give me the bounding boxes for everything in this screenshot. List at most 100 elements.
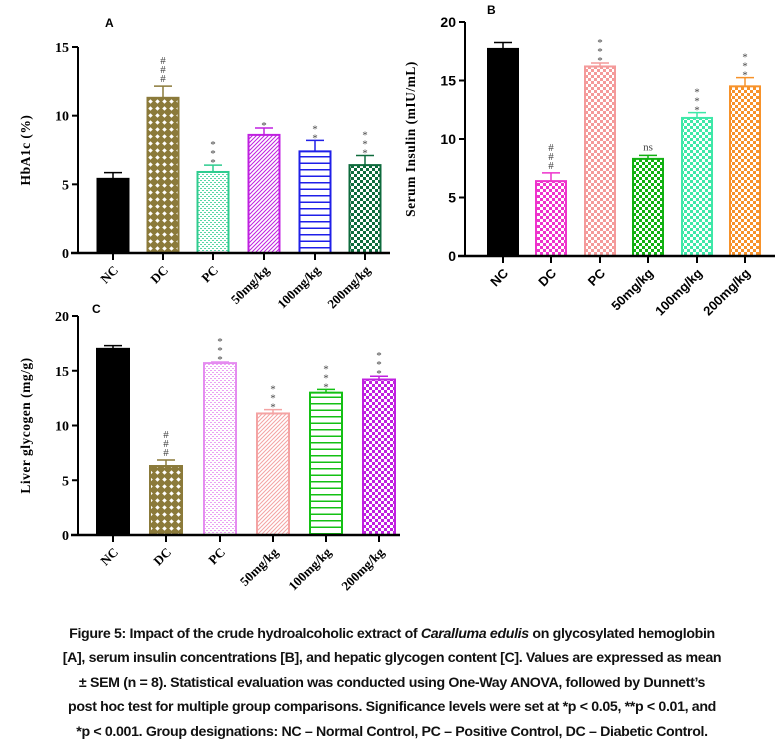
significance-marker: * [312, 123, 318, 135]
y-axis-label-a: HbA1c (%) [18, 115, 33, 186]
bar-pc [196, 170, 230, 254]
caption-prefix: Figure 5: Impact of the crude hydroalcoh… [69, 626, 421, 642]
significance-marker: * [694, 105, 700, 117]
significance-marker: # [160, 73, 166, 85]
bar-50mg-kg [256, 412, 290, 536]
x-tick-label: PC [198, 263, 221, 286]
bar-nc [96, 347, 130, 536]
y-tick-label: 15 [55, 365, 69, 380]
y-axis-label-c: Liver glycogen (mg/g) [18, 357, 33, 493]
significance-marker: * [210, 148, 216, 160]
x-tick-label: 50mg/kg [237, 544, 282, 589]
y-tick-label: 15 [55, 41, 69, 56]
x-tick-label: NC [487, 265, 511, 289]
significance-marker: * [323, 363, 329, 375]
significance-marker: * [270, 384, 276, 396]
bar-100mg-kg [298, 150, 332, 254]
significance-marker: # [163, 447, 169, 459]
significance-marker: * [376, 359, 382, 371]
x-tick-label: DC [150, 545, 174, 569]
significance-marker: # [163, 429, 169, 441]
significance-marker: * [217, 345, 223, 357]
x-tick-label: NC [97, 263, 121, 287]
significance-marker: * [694, 87, 700, 99]
y-tick-label: 0 [62, 529, 69, 544]
y-tick-label: 10 [55, 110, 69, 125]
bar-dc [535, 180, 567, 257]
x-tick-label: NC [97, 545, 121, 569]
significance-marker: * [597, 37, 603, 49]
significance-marker: * [694, 96, 700, 108]
panel-letter-a: A [105, 16, 114, 30]
x-tick-label: 50mg/kg [608, 265, 656, 313]
x-tick-label: PC [585, 265, 609, 289]
x-tick-label: 200mg/kg [700, 265, 753, 318]
x-tick-label: DC [535, 265, 559, 289]
y-tick-label: 5 [62, 178, 69, 193]
significance-marker: * [742, 70, 748, 82]
significance-marker: * [376, 368, 382, 380]
y-tick-label: 0 [62, 247, 69, 262]
caption-line1-suffix: on glycosylated hemoglobin [528, 626, 715, 642]
bar-dc [146, 96, 180, 254]
significance-marker: * [210, 157, 216, 169]
y-axis-label-b: Serum Insulin (mIU/mL) [403, 61, 418, 217]
bar-pc [203, 362, 237, 536]
panel-letter-b: B [487, 3, 496, 17]
x-tick-label: 100mg/kg [274, 262, 323, 311]
significance-marker: * [210, 139, 216, 151]
y-tick-label: 5 [448, 190, 456, 206]
caption-species: Caralluma edulis [420, 626, 529, 642]
bar-50mg-kg [632, 157, 664, 257]
significance-marker: * [362, 147, 368, 159]
significance-marker: ns [643, 141, 653, 153]
significance-marker: # [160, 55, 166, 67]
y-tick-label: 10 [440, 131, 456, 147]
x-tick-label: 100mg/kg [285, 544, 334, 593]
significance-marker: * [362, 129, 368, 141]
bar-200mg-kg [348, 164, 382, 255]
significance-marker: * [362, 138, 368, 150]
significance-marker: * [323, 372, 329, 384]
bar-nc [96, 177, 130, 254]
significance-marker: * [270, 402, 276, 414]
x-tick-label: 200mg/kg [338, 544, 387, 593]
y-tick-label: 5 [62, 474, 69, 489]
significance-marker: # [163, 438, 169, 450]
bar-100mg-kg [681, 116, 713, 257]
significance-marker: * [597, 46, 603, 58]
significance-marker: # [548, 151, 554, 163]
y-tick-label: 20 [440, 14, 456, 30]
significance-marker: * [597, 55, 603, 67]
caption-line-4: post hoc test for multiple group compari… [68, 699, 716, 716]
bar-pc [584, 65, 616, 257]
significance-marker: * [312, 132, 318, 144]
significance-marker: * [376, 350, 382, 362]
bar-nc [487, 47, 519, 257]
y-tick-label: 10 [55, 420, 69, 435]
x-tick-label: 100mg/kg [652, 265, 705, 318]
bar-100mg-kg [309, 391, 343, 536]
significance-marker: * [270, 393, 276, 405]
caption-line-5: *p < 0.001. Group designations: NC – Nor… [76, 723, 708, 740]
bar-50mg-kg [247, 133, 281, 254]
figure-caption: Figure 5: Impact of the crude hydroalcoh… [0, 622, 784, 744]
significance-marker: * [742, 52, 748, 64]
bar-200mg-kg [729, 85, 761, 257]
bar-dc [149, 465, 183, 537]
significance-marker: # [548, 142, 554, 154]
significance-marker: * [217, 336, 223, 348]
significance-marker: * [261, 120, 267, 132]
y-tick-label: 20 [55, 310, 69, 325]
y-tick-label: 0 [448, 248, 456, 264]
x-tick-label: 50mg/kg [228, 262, 273, 307]
caption-line-3: ± SEM (n = 8). Statistical evaluation wa… [78, 674, 706, 691]
bar-200mg-kg [362, 378, 396, 537]
significance-marker: # [548, 160, 554, 172]
significance-marker: * [217, 354, 223, 366]
x-tick-label: 200mg/kg [324, 262, 373, 311]
